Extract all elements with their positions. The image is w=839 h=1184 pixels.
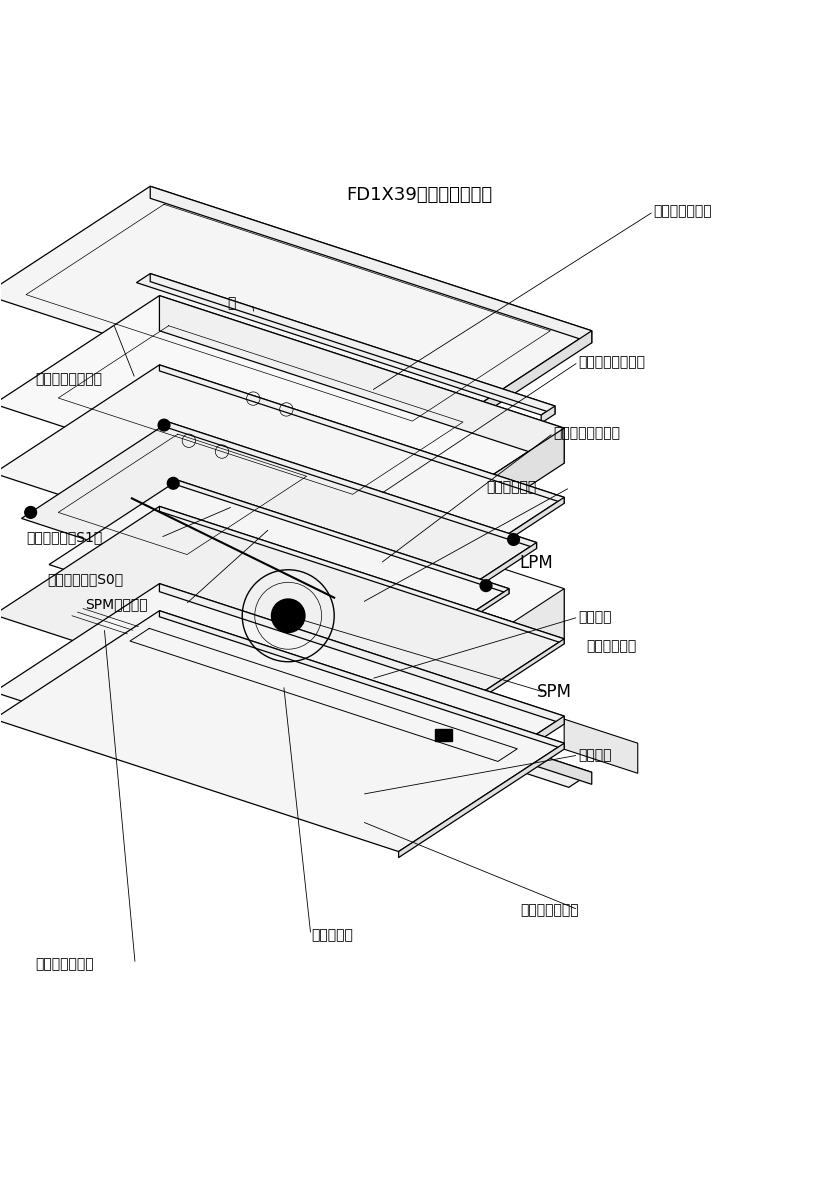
Polygon shape bbox=[159, 507, 564, 644]
Text: カセットホルダー: カセットホルダー bbox=[578, 355, 645, 369]
Polygon shape bbox=[22, 422, 537, 639]
Polygon shape bbox=[399, 588, 564, 747]
Polygon shape bbox=[49, 481, 509, 673]
Polygon shape bbox=[0, 584, 564, 824]
Polygon shape bbox=[0, 507, 564, 747]
Text: 取付ブラケット: 取付ブラケット bbox=[520, 902, 578, 916]
Polygon shape bbox=[426, 330, 591, 451]
Text: 磁気ヘッド（S1）: 磁気ヘッド（S1） bbox=[27, 530, 102, 545]
Polygon shape bbox=[178, 481, 509, 593]
Text: イジェクトボタン: イジェクトボタン bbox=[35, 372, 102, 386]
Circle shape bbox=[272, 599, 305, 632]
Polygon shape bbox=[399, 716, 564, 832]
Polygon shape bbox=[150, 274, 555, 414]
Polygon shape bbox=[76, 604, 591, 784]
Polygon shape bbox=[0, 611, 564, 851]
Polygon shape bbox=[150, 186, 591, 343]
Polygon shape bbox=[399, 429, 564, 572]
Circle shape bbox=[25, 507, 37, 519]
Text: スライドプレート: スライドプレート bbox=[553, 426, 620, 440]
Polygon shape bbox=[399, 497, 564, 612]
Polygon shape bbox=[541, 406, 555, 423]
Text: 磁気ヘッド（S0）: 磁気ヘッド（S0） bbox=[47, 572, 123, 586]
Circle shape bbox=[508, 534, 519, 546]
Circle shape bbox=[480, 580, 492, 592]
Polygon shape bbox=[159, 456, 564, 639]
Text: 棁: 棁 bbox=[227, 296, 236, 310]
Polygon shape bbox=[159, 365, 564, 503]
Polygon shape bbox=[380, 588, 509, 678]
Polygon shape bbox=[159, 584, 564, 725]
Polygon shape bbox=[0, 365, 564, 606]
Polygon shape bbox=[137, 274, 555, 416]
Polygon shape bbox=[159, 296, 564, 463]
Polygon shape bbox=[169, 422, 537, 548]
Text: フロントパネル: フロントパネル bbox=[35, 957, 93, 971]
Text: シャーシ: シャーシ bbox=[578, 610, 612, 624]
Polygon shape bbox=[0, 296, 564, 536]
Text: フレーム: フレーム bbox=[578, 748, 612, 762]
Text: 装置回路基板: 装置回路基板 bbox=[487, 481, 537, 495]
Polygon shape bbox=[0, 186, 591, 439]
Text: シャッター: シャッター bbox=[310, 928, 352, 941]
Polygon shape bbox=[399, 639, 564, 752]
Text: SPM回路基板: SPM回路基板 bbox=[85, 598, 148, 612]
Polygon shape bbox=[564, 719, 638, 773]
Text: FD1X39　装置構成要素: FD1X39 装置構成要素 bbox=[347, 186, 492, 205]
Text: LPM: LPM bbox=[520, 554, 554, 572]
Text: ロックレバー: ロックレバー bbox=[586, 639, 637, 654]
Bar bbox=[435, 728, 452, 741]
Text: シールドカバー: シールドカバー bbox=[654, 205, 712, 219]
Circle shape bbox=[159, 419, 169, 431]
Circle shape bbox=[167, 477, 179, 489]
Text: SPM: SPM bbox=[537, 683, 571, 701]
Polygon shape bbox=[399, 744, 564, 857]
Polygon shape bbox=[389, 542, 537, 645]
Polygon shape bbox=[54, 604, 591, 787]
Polygon shape bbox=[159, 611, 564, 749]
